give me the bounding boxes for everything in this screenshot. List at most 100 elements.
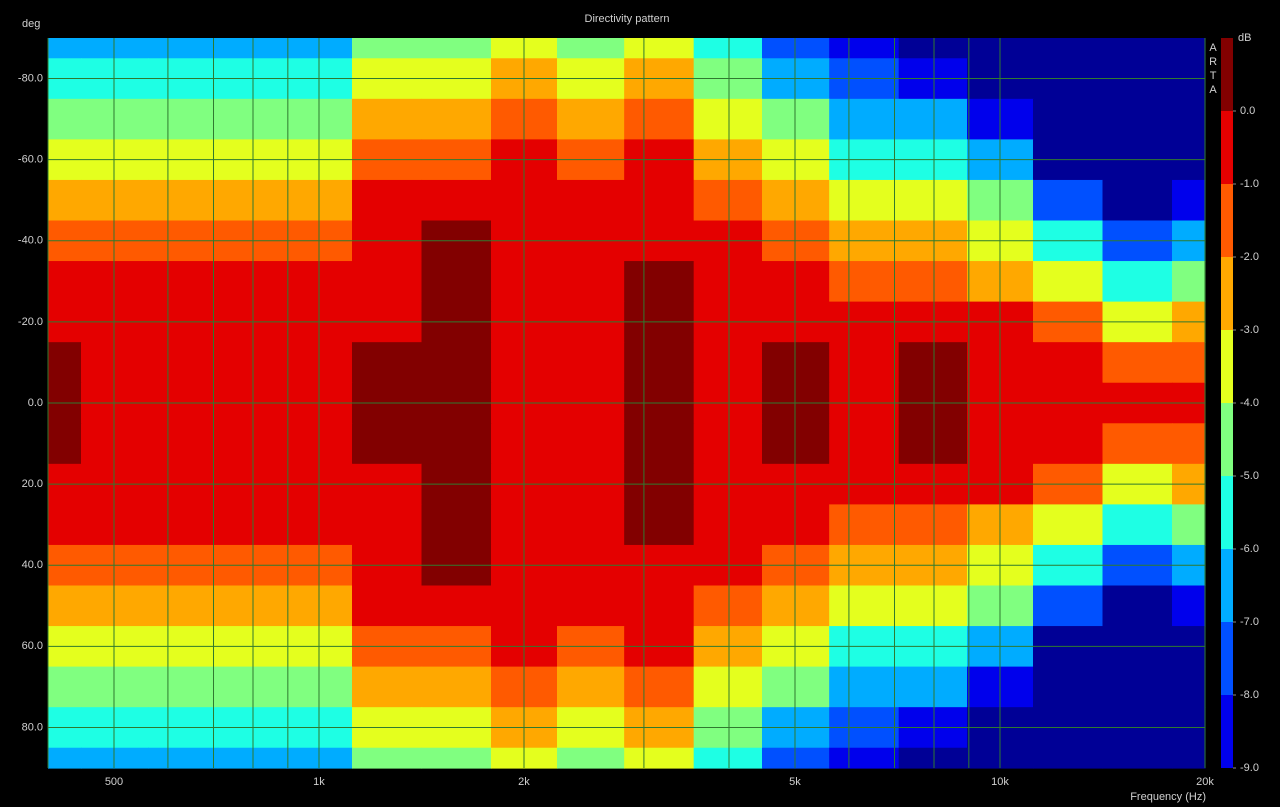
contour-cell: [556, 98, 625, 140]
contour-cell: [148, 98, 219, 140]
contour-cell: [1102, 585, 1173, 627]
contour-cell: [761, 666, 830, 708]
contour-cell: [148, 342, 219, 384]
contour-cell: [217, 179, 287, 222]
x-tick-label: 1k: [313, 776, 325, 788]
contour-cell: [761, 38, 830, 59]
contour-cell: [48, 179, 82, 222]
contour-cell: [761, 98, 830, 140]
y-tick-label: 0.0: [28, 397, 43, 409]
contour-cell: [1102, 38, 1173, 59]
contour-cell: [898, 179, 968, 222]
contour-cell: [693, 342, 763, 384]
contour-cell: [148, 666, 219, 708]
y-tick-label: 40.0: [22, 559, 43, 571]
colorbar-tick-label: -6.0: [1240, 543, 1259, 555]
contour-cell: [829, 585, 900, 627]
contour-cell: [351, 342, 423, 384]
colorbar-swatch: [1221, 330, 1233, 403]
contour-cell: [1172, 585, 1206, 627]
contour-cell: [1102, 747, 1173, 769]
contour-cell: [624, 747, 695, 769]
x-tick-label: 20k: [1196, 776, 1214, 788]
contour-cell: [1032, 585, 1104, 627]
contour-cell: [898, 585, 968, 627]
x-tick-label: 500: [105, 776, 123, 788]
colorbar-swatch: [1221, 403, 1233, 476]
contour-cell: [693, 585, 763, 627]
contour-cell: [421, 423, 492, 465]
contour-cell: [48, 747, 82, 769]
contour-cell: [1172, 666, 1206, 708]
x-tick-label: 2k: [518, 776, 530, 788]
contour-cell: [761, 423, 830, 465]
contour-cell: [556, 666, 625, 708]
contour-cell: [556, 261, 625, 303]
contour-cell: [693, 666, 763, 708]
contour-cell: [1032, 423, 1104, 465]
contour-cell: [1032, 666, 1104, 708]
contour-cell: [421, 342, 492, 384]
contour-cell: [693, 261, 763, 303]
contour-cell: [48, 666, 82, 708]
contour-cell: [80, 179, 149, 222]
contour-cell: [1032, 747, 1104, 769]
colorbar-swatch: [1221, 549, 1233, 622]
contour-cell: [217, 504, 287, 546]
contour-cell: [898, 423, 968, 465]
contour-cell: [217, 585, 287, 627]
contour-cell: [48, 98, 82, 140]
watermark: ARTA: [1207, 42, 1219, 98]
contour-cell: [898, 666, 968, 708]
contour-cell: [1172, 38, 1206, 59]
contour-cell: [1172, 423, 1206, 465]
contour-cell: [624, 261, 695, 303]
contour-cell: [693, 504, 763, 546]
y-axis-label: deg: [22, 18, 40, 30]
contour-cell: [217, 747, 287, 769]
contour-cell: [48, 342, 82, 384]
colorbar-swatch: [1221, 184, 1233, 257]
contour-cell: [351, 423, 423, 465]
contour-cell: [80, 342, 149, 384]
contour-cell: [351, 38, 423, 59]
contour-cell: [624, 423, 695, 465]
contour-cell: [1032, 38, 1104, 59]
y-tick-label: -20.0: [18, 316, 43, 328]
contour-cell: [556, 342, 625, 384]
contour-cell: [1032, 504, 1104, 546]
contour-cell: [421, 666, 492, 708]
contour-cell: [217, 666, 287, 708]
contour-cell: [80, 38, 149, 59]
colorbar-tick-label: -5.0: [1240, 470, 1259, 482]
colorbar-tick-label: 0.0: [1240, 105, 1255, 117]
contour-cell: [1102, 261, 1173, 303]
contour-cell: [1032, 98, 1104, 140]
contour-cell: [148, 585, 219, 627]
contour-cell: [148, 504, 219, 546]
contour-cell: [624, 585, 695, 627]
contour-cell: [48, 504, 82, 546]
y-tick-label: -40.0: [18, 235, 43, 247]
contour-cell: [761, 747, 830, 769]
grid: [47, 38, 1206, 768]
colorbar-swatch: [1221, 695, 1233, 768]
contour-cell: [556, 423, 625, 465]
colorbar-tick-label: -4.0: [1240, 397, 1259, 409]
contour-cell: [898, 342, 968, 384]
y-tick-label: 60.0: [22, 640, 43, 652]
contour-cell: [1172, 261, 1206, 303]
contour-cell: [693, 38, 763, 59]
contour-cell: [761, 179, 830, 222]
colorbar-tick-label: -1.0: [1240, 178, 1259, 190]
contour-cell: [1172, 504, 1206, 546]
colorbar-tick-label: -2.0: [1240, 251, 1259, 263]
contour-cell: [556, 179, 625, 222]
labels: 500 1k 2k 5k 10k 20k -80.0 -60.0 -40.0 -20.0 0.0 20…: [18, 38, 1259, 788]
contour-cell: [148, 423, 219, 465]
contour-cell: [351, 504, 423, 546]
contour-cell: [1172, 342, 1206, 384]
contour-cell: [217, 423, 287, 465]
contour-cell: [351, 585, 423, 627]
